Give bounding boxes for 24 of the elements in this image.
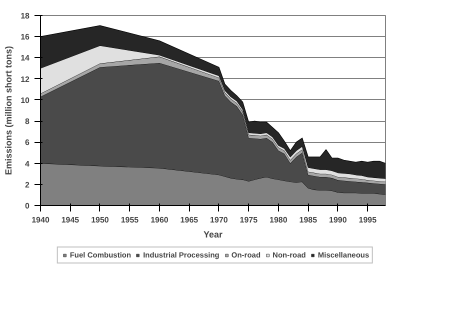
x-tick-label: 1970 [210, 216, 228, 224]
y-tick-label: 0 [25, 202, 30, 210]
y-tick-label: 16 [20, 32, 30, 42]
x-tick-label: 1950 [91, 216, 110, 224]
y-tick-label: 14 [20, 54, 30, 63]
x-tick-label: 1940 [32, 216, 50, 224]
y-axis-title: Emissions (million short tons) [4, 46, 14, 176]
x-tick-label: 1960 [150, 216, 169, 224]
x-tick-label: 1975 [240, 216, 258, 224]
y-tick-label: 12 [20, 74, 30, 84]
y-tick-label: 18 [20, 12, 30, 20]
x-axis-title: Year [203, 230, 224, 240]
y-tick-label: 8 [25, 117, 30, 126]
x-tick-label: 1945 [61, 216, 80, 224]
y-tick-label: 10 [20, 96, 30, 105]
x-tick-label: 1965 [180, 216, 199, 224]
y-tick-label: 4 [25, 159, 30, 168]
x-tick-label: 1990 [329, 216, 348, 224]
x-tick-label: 1980 [270, 216, 288, 224]
y-tick-label: 6 [25, 138, 30, 148]
x-tick-label: 1985 [299, 216, 318, 224]
y-tick-label: 2 [25, 180, 30, 190]
x-tick-label: 1995 [358, 216, 378, 224]
x-tick-label: 1955 [120, 216, 140, 224]
